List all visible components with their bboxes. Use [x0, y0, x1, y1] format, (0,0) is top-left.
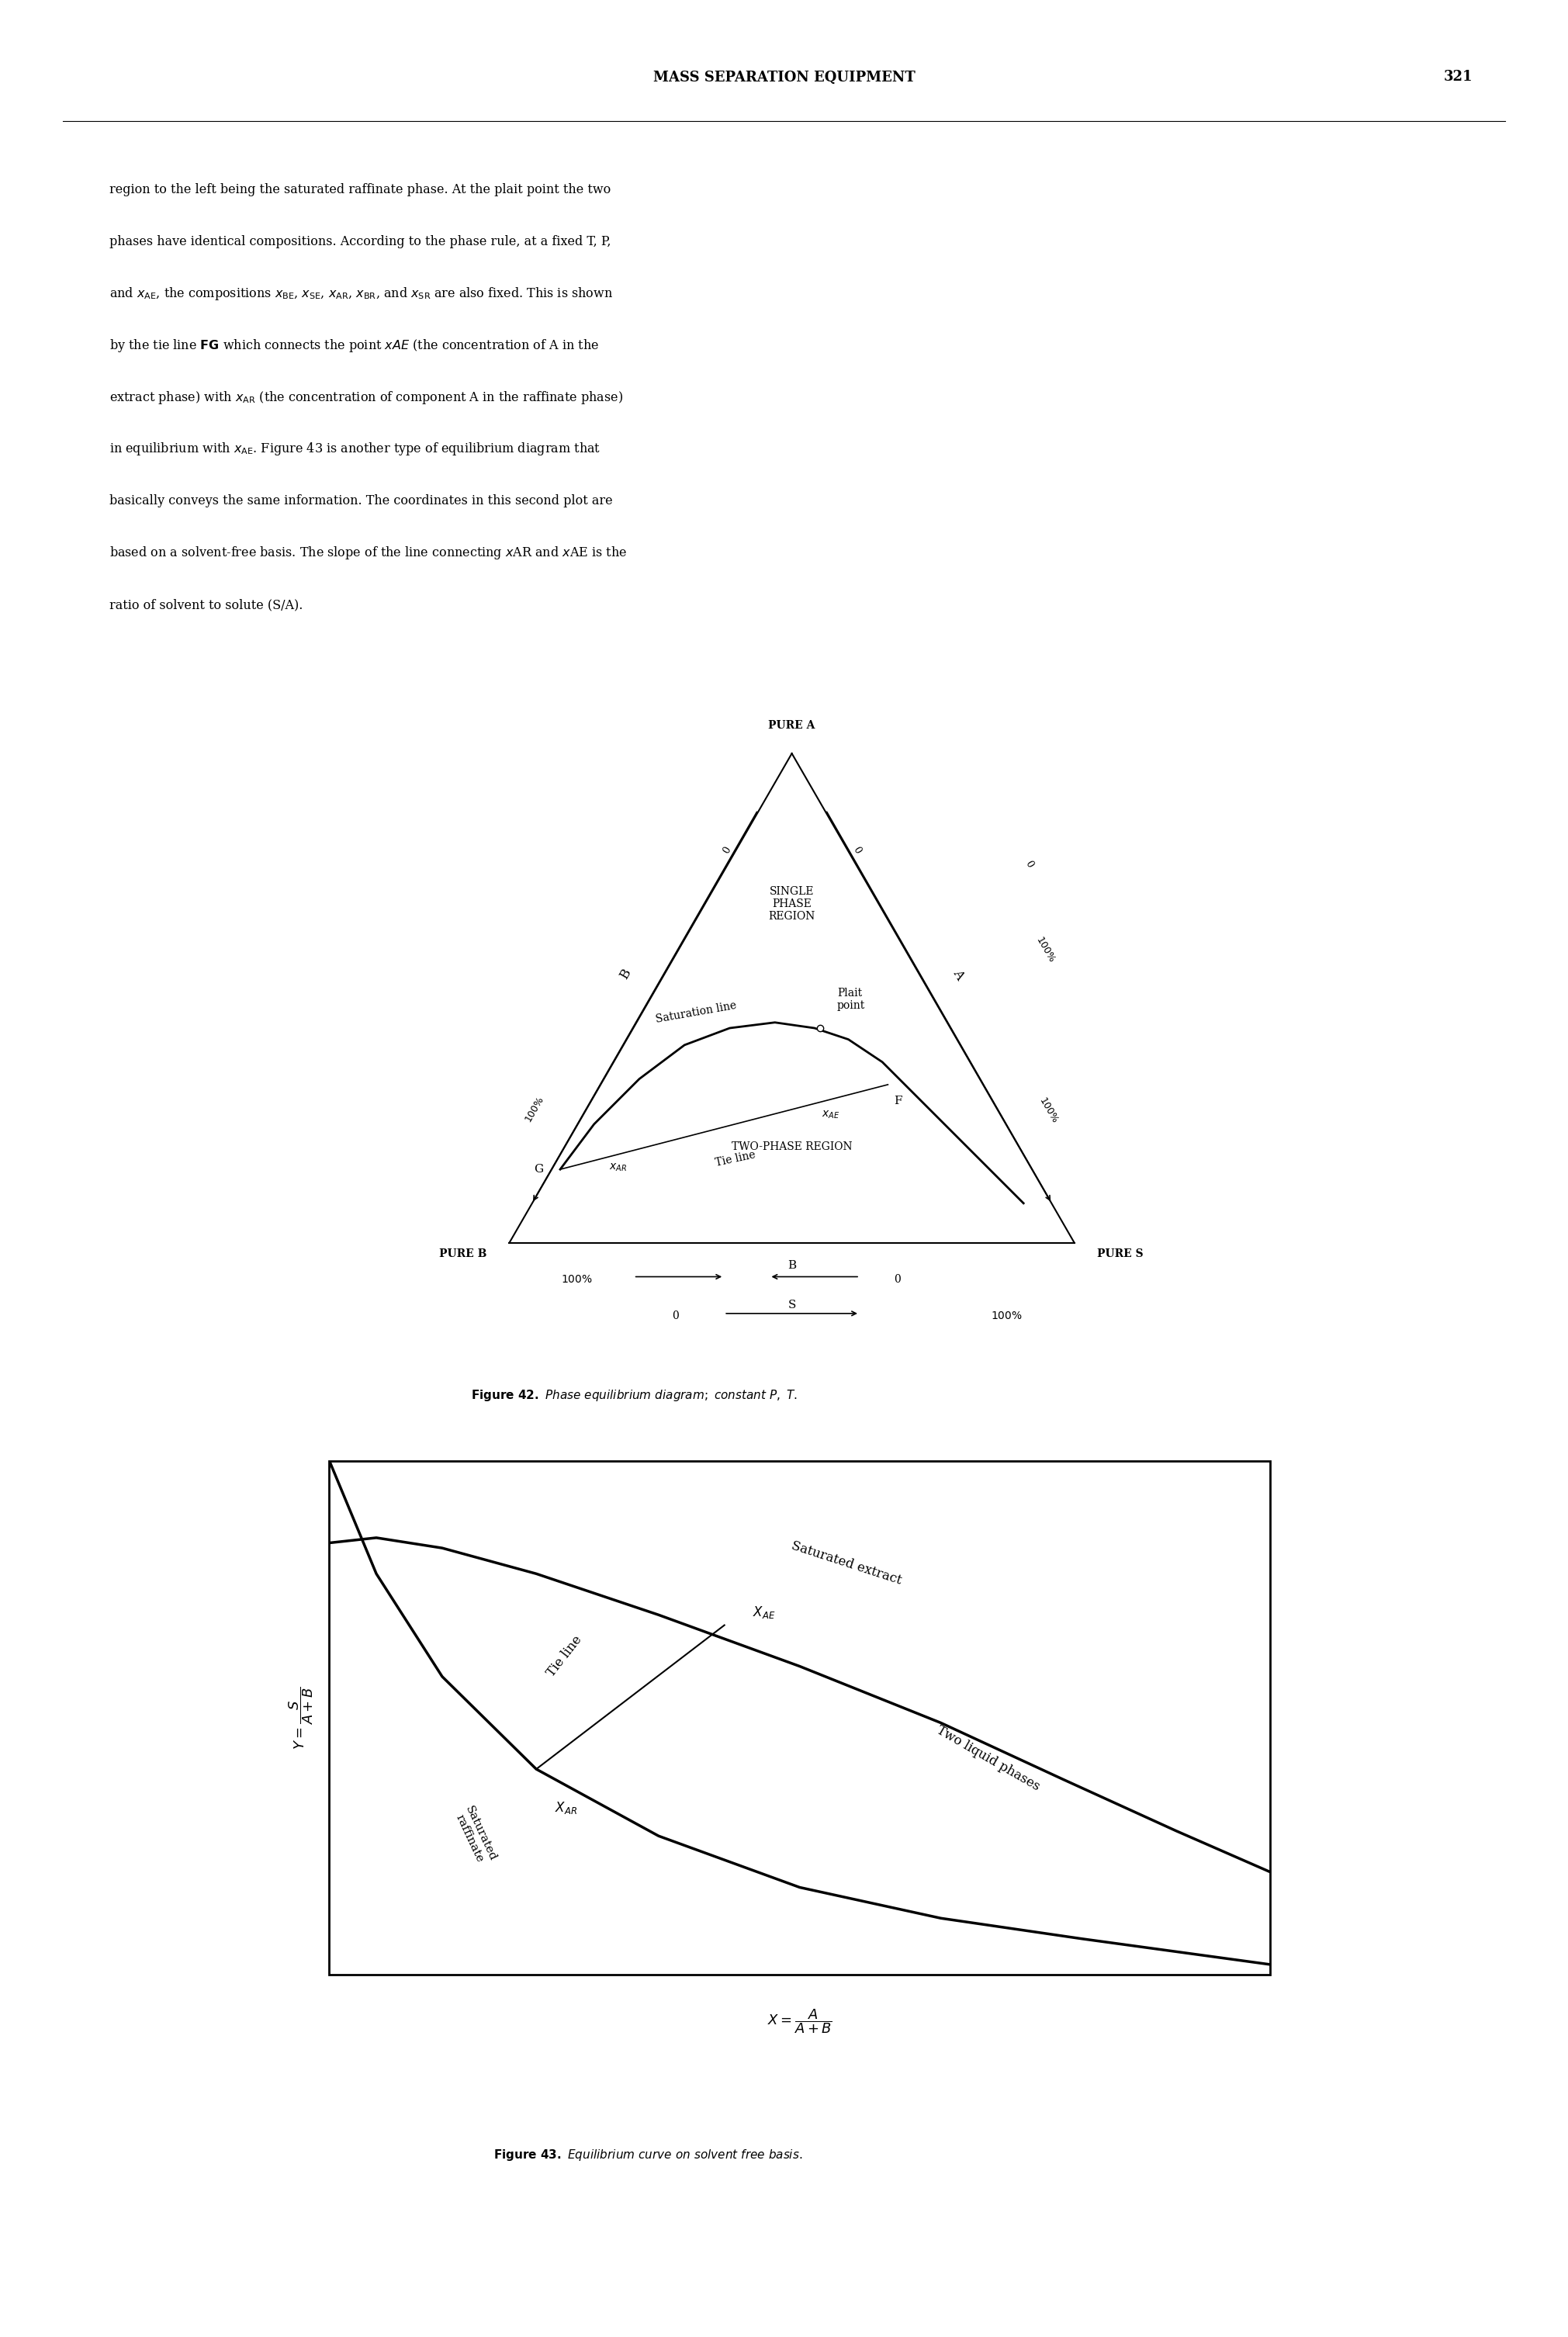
Text: A: A — [950, 968, 966, 982]
Text: Two liquid phases: Two liquid phases — [935, 1725, 1041, 1795]
Text: $x_{AR}$: $x_{AR}$ — [608, 1161, 627, 1173]
Text: Saturated extract: Saturated extract — [790, 1540, 903, 1587]
Text: region to the left being the saturated raffinate phase. At the plait point the t: region to the left being the saturated r… — [110, 182, 612, 196]
Text: Tie line: Tie line — [715, 1150, 756, 1168]
Text: $100\%$: $100\%$ — [1038, 1096, 1060, 1124]
Text: F: F — [894, 1096, 902, 1108]
Text: $100\%$: $100\%$ — [1035, 935, 1057, 963]
Text: extract phase) with $x_{\rm AR}$ (the concentration of component A in the raffin: extract phase) with $x_{\rm AR}$ (the co… — [110, 390, 624, 404]
Text: $X_{AE}$: $X_{AE}$ — [753, 1606, 776, 1620]
Text: $X=\dfrac{A}{A+B}$: $X=\dfrac{A}{A+B}$ — [767, 2007, 833, 2036]
Text: B: B — [787, 1260, 797, 1271]
Text: in equilibrium with $x_{\rm AE}$. Figure 43 is another type of equilibrium diagr: in equilibrium with $x_{\rm AE}$. Figure… — [110, 442, 601, 458]
Text: $Y=\dfrac{S}{A+B}$: $Y=\dfrac{S}{A+B}$ — [287, 1685, 315, 1750]
Text: 0: 0 — [721, 846, 732, 855]
Text: MASS SEPARATION EQUIPMENT: MASS SEPARATION EQUIPMENT — [652, 70, 916, 84]
Text: basically conveys the same information. The coordinates in this second plot are: basically conveys the same information. … — [110, 495, 613, 507]
Text: $100\%$: $100\%$ — [561, 1274, 593, 1285]
Text: TWO-PHASE REGION: TWO-PHASE REGION — [731, 1140, 853, 1152]
Text: S: S — [787, 1299, 797, 1311]
Text: B: B — [618, 968, 633, 982]
Text: $\bf{Figure\ 43.}$$\it{\ Equilibrium\ curve\ on\ solvent\ free\ basis.}$: $\bf{Figure\ 43.}$$\it{\ Equilibrium\ cu… — [494, 2148, 803, 2162]
Text: Saturation line: Saturation line — [654, 1000, 737, 1026]
Text: phases have identical compositions. According to the phase rule, at a fixed T, P: phases have identical compositions. Acco… — [110, 236, 612, 248]
Text: PURE S: PURE S — [1098, 1248, 1143, 1260]
Text: SINGLE
PHASE
REGION: SINGLE PHASE REGION — [768, 886, 815, 921]
Text: 0: 0 — [1024, 860, 1035, 869]
Text: 0: 0 — [673, 1311, 679, 1320]
Text: PURE A: PURE A — [768, 720, 815, 731]
Text: $100\%$: $100\%$ — [524, 1096, 546, 1124]
Text: Tie line: Tie line — [544, 1634, 585, 1678]
Text: 321: 321 — [1444, 70, 1472, 84]
Text: PURE B: PURE B — [439, 1248, 486, 1260]
Text: $x_{AE}$: $x_{AE}$ — [822, 1108, 839, 1119]
Text: $\bf{Figure\ 42.}$$\it{\ Phase\ equilibrium\ diagram;\ constant\ P,\ T.}$: $\bf{Figure\ 42.}$$\it{\ Phase\ equilibr… — [470, 1388, 798, 1402]
Text: $X_{AR}$: $X_{AR}$ — [555, 1799, 577, 1816]
Text: G: G — [533, 1164, 543, 1176]
Text: 0: 0 — [894, 1274, 900, 1285]
Text: 0: 0 — [851, 846, 862, 855]
Text: and $x_{\rm AE}$, the compositions $x_{\rm BE}$, $x_{\rm SE}$, $x_{\rm AR}$, $x_: and $x_{\rm AE}$, the compositions $x_{\… — [110, 285, 613, 301]
Text: based on a solvent-free basis. The slope of the line connecting $x$AR and $x$AE : based on a solvent-free basis. The slope… — [110, 545, 627, 561]
Text: by the tie line $\mathbf{FG}$ which connects the point $xAE$ (the concentration : by the tie line $\mathbf{FG}$ which conn… — [110, 337, 599, 353]
Text: ratio of solvent to solute (S/A).: ratio of solvent to solute (S/A). — [110, 598, 303, 612]
Text: $100\%$: $100\%$ — [991, 1311, 1022, 1320]
Text: Plait
point: Plait point — [837, 989, 866, 1012]
Text: Saturated
raffinate: Saturated raffinate — [452, 1804, 499, 1867]
